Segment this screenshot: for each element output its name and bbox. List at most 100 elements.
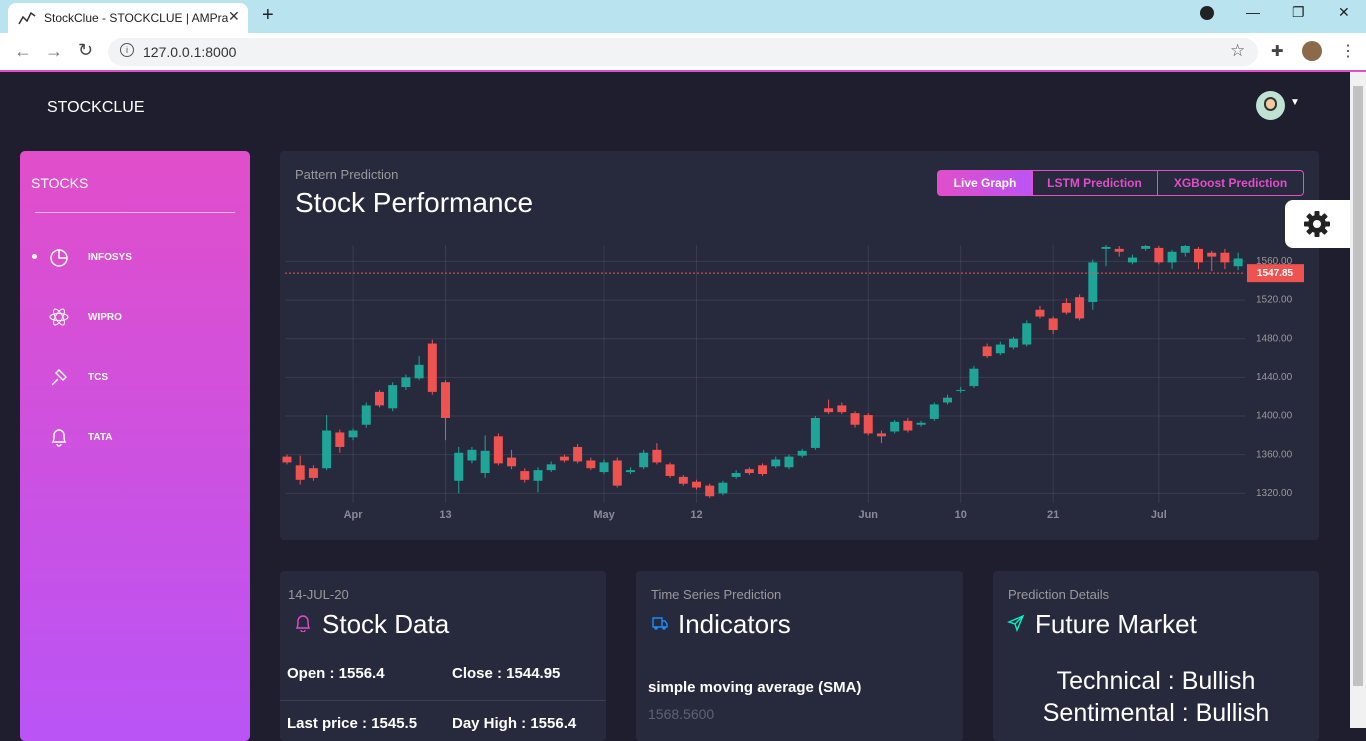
pin-icon: [51, 369, 67, 386]
card-title: Stock Performance: [295, 187, 534, 218]
card-subtitle: Prediction Details: [1008, 587, 1110, 602]
candle-body: [507, 457, 517, 467]
sidebar-divider: [35, 212, 235, 213]
send-icon: [1007, 614, 1025, 632]
candle-body: [850, 413, 860, 425]
profile-avatar[interactable]: [1302, 41, 1322, 61]
future-market-card: Prediction Details Future Market Technic…: [993, 571, 1319, 741]
candle-body: [929, 404, 939, 419]
candle-body: [744, 469, 754, 474]
forward[interactable]: →: [45, 41, 63, 61]
candle-body: [863, 415, 873, 434]
close[interactable]: ✕: [1338, 4, 1350, 20]
address-bar[interactable]: i 127.0.0.1:8000 ☆: [108, 38, 1258, 66]
candle-body: [824, 408, 834, 413]
live-graph-button[interactable]: Live Graph: [937, 170, 1033, 196]
candle-body: [1154, 247, 1164, 263]
candle-body: [295, 465, 305, 480]
user-caret[interactable]: ▼: [1290, 97, 1300, 108]
candle-body: [533, 470, 543, 481]
stock-data-card: 14-JUL-20 Stock Data Open : 1556.4 Close…: [280, 571, 606, 741]
candle-body: [718, 482, 728, 494]
candle-body: [1141, 245, 1151, 249]
x-tick-label: 10: [955, 509, 967, 521]
pie-icon: [50, 249, 68, 267]
scrollbar[interactable]: [1350, 72, 1366, 728]
indicator-label: simple moving average (SMA): [648, 679, 862, 696]
candle-body: [480, 450, 490, 474]
candle-body: [692, 481, 702, 488]
candle-body: [956, 389, 966, 391]
x-tick-label: 12: [690, 509, 702, 521]
user-avatar[interactable]: [1256, 91, 1285, 120]
tab-close[interactable]: ✕: [228, 8, 240, 24]
sidebar-label: TCS: [88, 372, 108, 383]
back[interactable]: ←: [14, 41, 32, 61]
settings-button[interactable]: [1285, 200, 1350, 248]
active-dot: [32, 254, 37, 259]
sidebar-item[interactable]: WIPRO: [20, 302, 250, 332]
row-divider: [280, 700, 606, 701]
candle-body: [1233, 258, 1243, 267]
bell-icon: [295, 615, 311, 632]
last-price-label: 1547.85: [1257, 268, 1294, 279]
scroll-thumb[interactable]: [1353, 86, 1363, 686]
candle-body: [652, 449, 662, 463]
candle-body: [559, 456, 569, 461]
candle-body: [1022, 323, 1032, 345]
maximize[interactable]: ❐: [1292, 4, 1305, 20]
candlestick-chart: 1320.00 1360.00 1400.00 1440.00 1480.00 1520.…: [282, 245, 1304, 521]
candle-body: [1009, 338, 1019, 348]
card-subtitle: Pattern Prediction: [295, 167, 399, 182]
candle-body: [454, 452, 464, 481]
candle-body: [995, 344, 1005, 354]
candle-body: [612, 460, 622, 486]
last-price-tag: [1247, 264, 1304, 283]
stock-field: Open : 1556.4: [287, 665, 385, 682]
reload[interactable]: ↻: [78, 40, 94, 60]
sidebar-item[interactable]: TCS: [20, 362, 250, 392]
window-controls: — ❐ ✕: [1198, 4, 1358, 26]
candle-body: [625, 470, 635, 473]
indicator-value: 1568.5600: [648, 706, 715, 722]
card-subtitle: Time Series Prediction: [651, 587, 782, 602]
candle-body: [797, 450, 807, 456]
x-tick-label: Apr: [344, 509, 364, 521]
candle-body: [414, 364, 424, 379]
tab[interactable]: StockClue - STOCKCLUE | AMPra ✕: [8, 3, 248, 33]
x-tick-label: 13: [439, 509, 451, 521]
candle-body: [1127, 257, 1137, 263]
candle-body: [1114, 248, 1124, 252]
candle-body: [1193, 248, 1203, 263]
indicators-card: Time Series Prediction Indicators simple…: [636, 571, 963, 741]
card-title: Future Market: [1035, 609, 1197, 639]
tab-title: StockClue - STOCKCLUE | AMPra: [44, 11, 229, 25]
menu[interactable]: ⋮: [1340, 43, 1356, 60]
minimize[interactable]: —: [1246, 4, 1260, 20]
sidebar-item[interactable]: INFOSYS: [20, 242, 250, 272]
candle-body: [890, 421, 900, 432]
sidebar-item[interactable]: TATA: [20, 422, 250, 452]
card-title: Stock Data: [322, 609, 450, 639]
bookmark[interactable]: ☆: [1230, 41, 1246, 60]
new-tab[interactable]: +: [262, 4, 274, 26]
extensions[interactable]: ✚: [1271, 43, 1284, 60]
prediction-line: Sentimental : Bullish: [1042, 699, 1270, 727]
candle-body: [348, 430, 358, 438]
x-tick-label: Jun: [858, 509, 878, 521]
profile-menu[interactable]: [1200, 6, 1214, 20]
candle-body: [573, 446, 583, 462]
gear-icon: [1304, 211, 1330, 237]
candle-body: [335, 432, 345, 447]
candle-body: [810, 417, 820, 448]
xgboost-button[interactable]: XGBoost Prediction: [1157, 170, 1304, 196]
brand[interactable]: STOCKCLUE: [47, 99, 145, 116]
card-title: Indicators: [678, 609, 791, 639]
y-tick-label: 1440.00: [1256, 372, 1293, 383]
sidebar: STOCKS INFOSYS WIPRO TCS TATA: [20, 151, 250, 741]
candle-body: [1101, 246, 1111, 249]
candle-body: [401, 377, 411, 388]
candle-body: [639, 452, 649, 468]
sidebar-label: TATA: [88, 432, 113, 443]
candle-body: [758, 465, 768, 475]
